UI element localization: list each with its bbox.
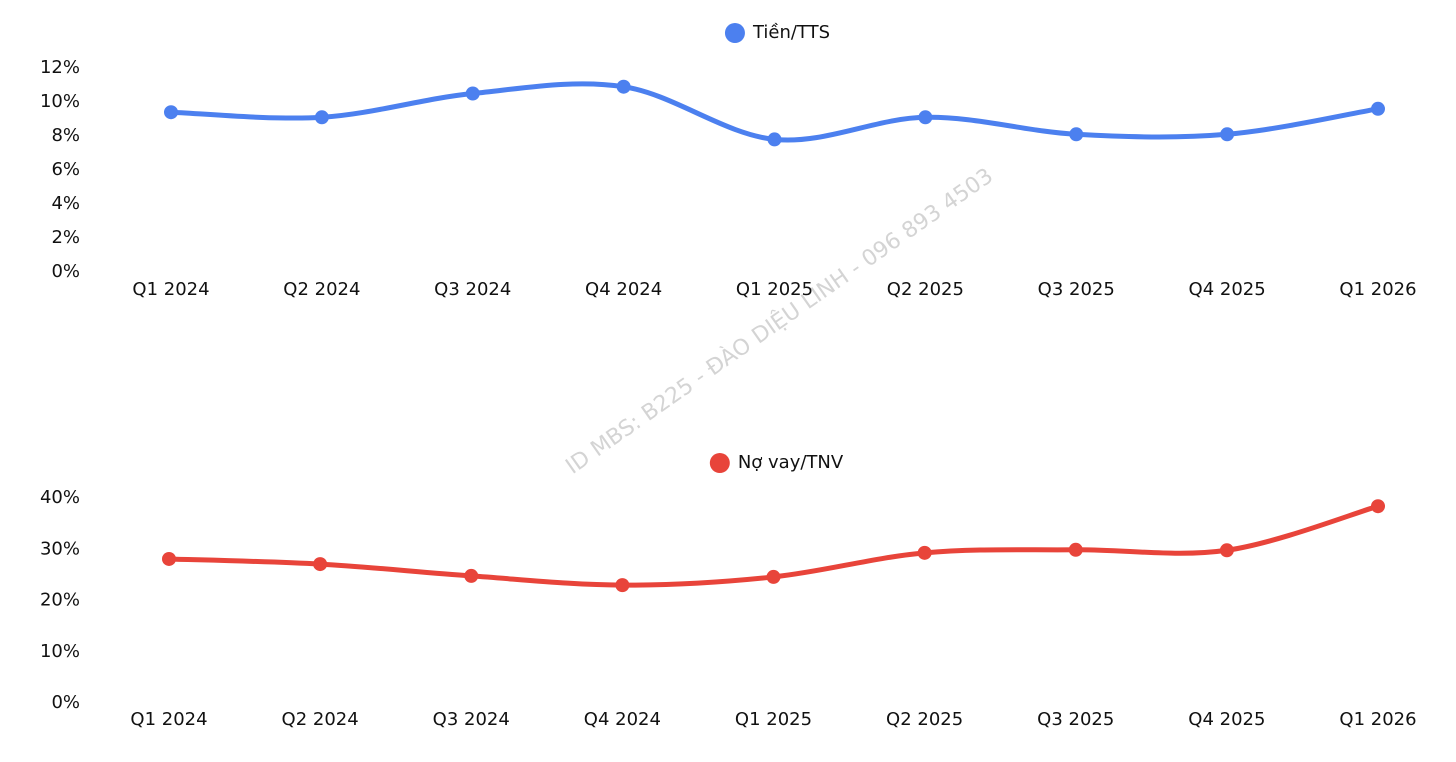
x-tick-label: Q1 2025 (735, 709, 812, 730)
x-tick-label: Q1 2026 (1339, 709, 1416, 730)
point (1220, 127, 1235, 142)
point (164, 105, 178, 120)
x-tick-label: Q4 2025 (1188, 709, 1265, 730)
legend-label: Tiền/TTS (752, 22, 830, 43)
point (918, 110, 933, 125)
x-tick-label: Q3 2024 (434, 279, 511, 300)
x-tick-label: Q4 2024 (585, 279, 662, 300)
legend-marker (724, 23, 745, 43)
point (1068, 542, 1083, 557)
line (168, 81, 1381, 143)
point (616, 79, 631, 94)
y-tick-label: 10% (40, 91, 80, 112)
point (917, 545, 932, 560)
x-tick-label: Q3 2025 (1037, 709, 1114, 730)
point (1371, 101, 1385, 116)
x-tick-label: Q1 2025 (736, 279, 813, 300)
point (766, 569, 781, 584)
y-tick-label: 20% (40, 590, 80, 611)
point (314, 110, 329, 125)
y-tick-label: 0% (51, 261, 80, 282)
y-tick-label: 8% (51, 125, 80, 146)
x-tick-label: Q2 2025 (887, 279, 964, 300)
point (313, 557, 328, 572)
x-tick-label: Q4 2024 (584, 709, 661, 730)
x-tick-label: Q3 2025 (1038, 279, 1115, 300)
x-tick-label: Q2 2024 (282, 709, 359, 730)
y-tick-label: 10% (40, 641, 80, 662)
y-tick-label: 40% (40, 487, 80, 508)
x-tick-label: Q2 2025 (886, 709, 963, 730)
x-tick-label: Q2 2024 (283, 279, 360, 300)
legend-label: Nợ vay/TNV (738, 452, 844, 473)
point (465, 86, 480, 101)
point (615, 578, 630, 593)
point (1069, 127, 1084, 142)
point (162, 551, 176, 566)
y-tick-label: 4% (51, 193, 80, 214)
y-tick-label: 2% (51, 227, 80, 248)
x-tick-label: Q1 2026 (1339, 279, 1416, 300)
point (767, 132, 782, 147)
point (464, 568, 479, 583)
x-tick-label: Q1 2024 (130, 709, 207, 730)
x-tick-label: Q4 2025 (1189, 279, 1266, 300)
x-tick-label: Q1 2024 (132, 279, 209, 300)
legend-marker (709, 453, 730, 473)
watermark: ID MBS: B225 - ĐÀO DIỆU LINH - 096 893 4… (561, 163, 998, 480)
y-tick-label: 30% (40, 538, 80, 559)
point (1219, 543, 1234, 558)
y-tick-label: 6% (51, 159, 80, 180)
x-tick-label: Q3 2024 (433, 709, 510, 730)
y-tick-label: 12% (40, 57, 80, 78)
y-tick-label: 0% (51, 692, 80, 713)
point (1371, 499, 1385, 514)
